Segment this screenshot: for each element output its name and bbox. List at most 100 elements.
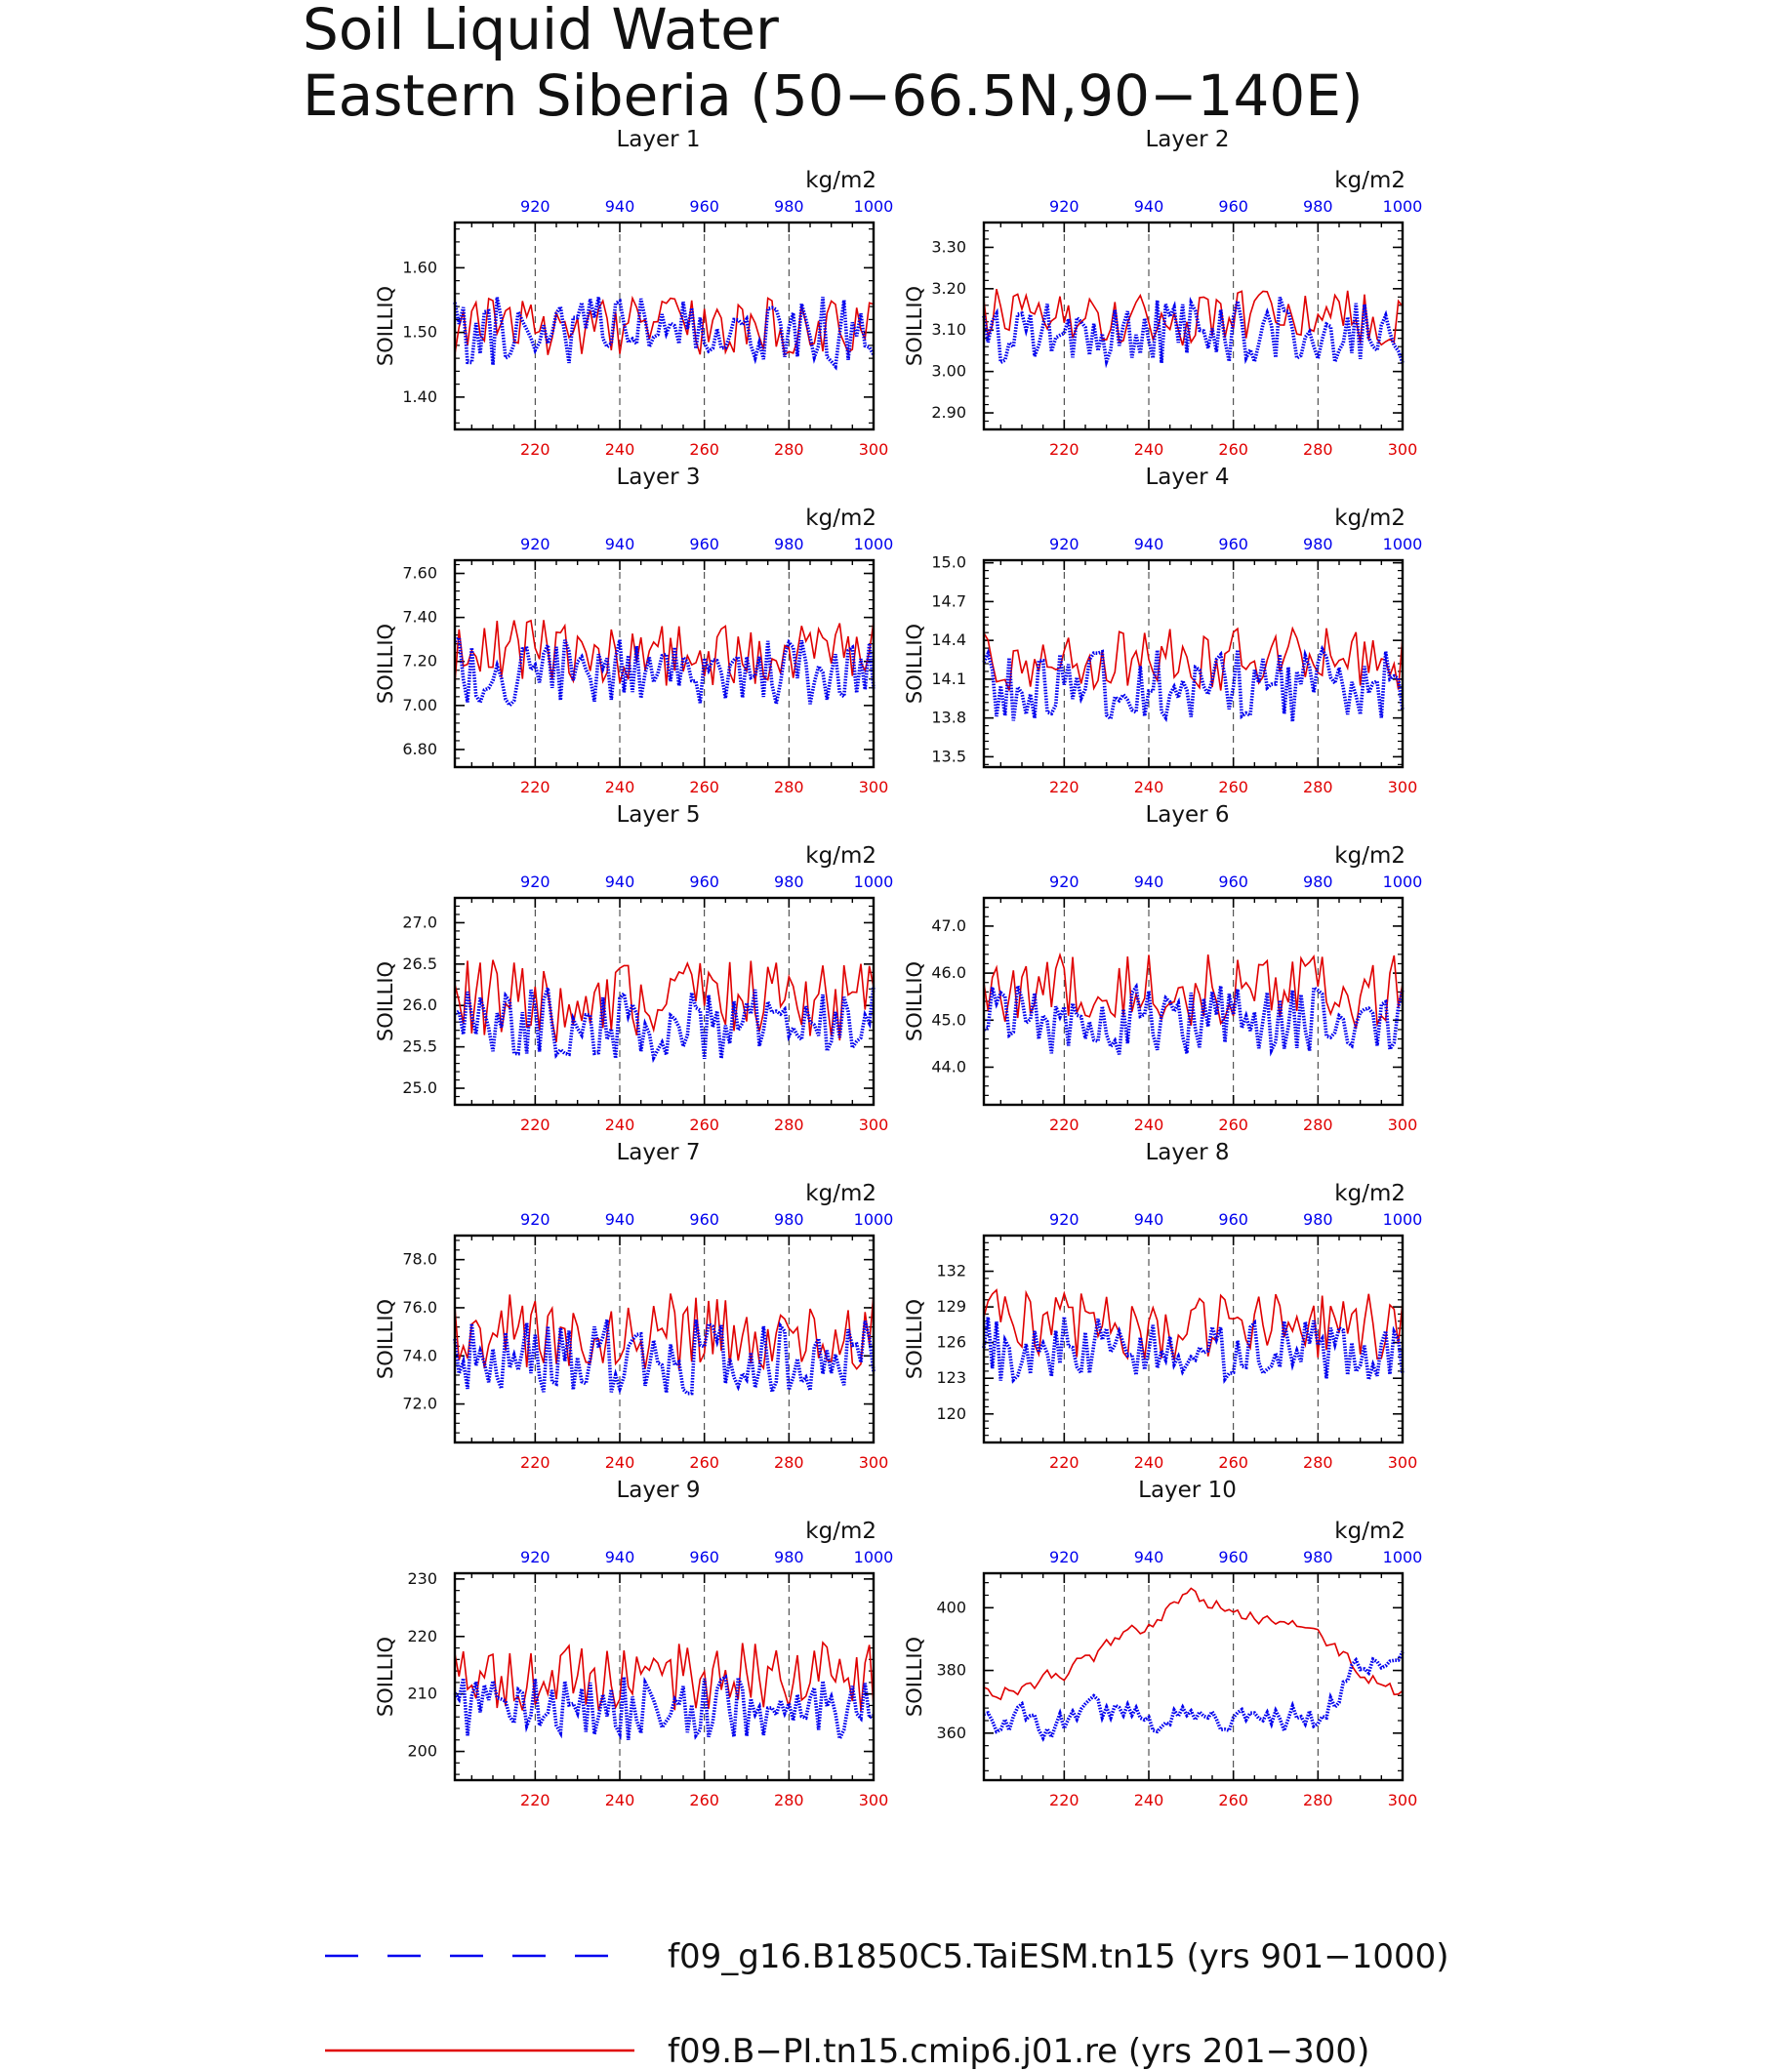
bottom-tick-label: 280 [1303, 1116, 1333, 1134]
units-label: kg/m2 [1334, 843, 1405, 869]
top-tick-label: 940 [605, 1210, 635, 1229]
top-tick-label: 980 [1303, 197, 1333, 216]
top-tick-label: 1000 [854, 197, 894, 216]
y-tick-label: 400 [936, 1598, 966, 1616]
top-tick-label: 980 [1303, 1210, 1333, 1229]
bottom-tick-label: 220 [1049, 1116, 1079, 1134]
bottom-tick-label: 220 [1049, 1791, 1079, 1809]
top-tick-label: 920 [1049, 873, 1079, 891]
blue-series-line [983, 1650, 1405, 1742]
bottom-tick-label: 260 [689, 440, 719, 459]
plot-frame [453, 1234, 876, 1444]
y-axis-label: SOILLIQ [374, 1637, 397, 1717]
legend-red-label: f09.B−PI.tn15.cmip6.j01.re (yrs 201−300) [668, 2032, 1369, 2071]
panel-title: Layer 8 [1145, 1140, 1229, 1165]
bottom-tick-label: 260 [1218, 778, 1248, 796]
bottom-tick-label: 260 [689, 1791, 719, 1809]
bottom-tick-label: 220 [1049, 440, 1079, 459]
top-tick-label: 920 [1049, 535, 1079, 553]
panel-title: Layer 10 [1138, 1478, 1237, 1503]
top-tick-label: 940 [605, 1548, 635, 1566]
bottom-tick-label: 280 [1303, 778, 1333, 796]
top-tick-label: 960 [689, 873, 719, 891]
blue-series-line [454, 986, 876, 1064]
red-series-line [454, 959, 875, 1042]
y-axis-label: SOILLIQ [903, 1637, 926, 1717]
panel-layer-2: Layer 2 kg/m2 SOILLIQ 220 920 240 940 260 960 280… [903, 127, 1422, 459]
bottom-tick-label: 220 [520, 1116, 550, 1134]
units-label: kg/m2 [805, 506, 876, 531]
top-tick-label: 1000 [1383, 197, 1423, 216]
top-tick-label: 980 [1303, 1548, 1333, 1566]
bottom-tick-label: 300 [859, 778, 889, 796]
bottom-tick-label: 300 [1388, 1453, 1418, 1472]
y-tick-label: 47.0 [931, 916, 966, 935]
bottom-tick-label: 220 [1049, 778, 1079, 796]
bottom-tick-label: 260 [1218, 1116, 1248, 1134]
top-tick-label: 1000 [854, 535, 894, 553]
y-axis-label: SOILLIQ [903, 624, 926, 704]
y-tick-label: 230 [407, 1569, 437, 1588]
top-tick-label: 940 [1134, 535, 1164, 553]
top-tick-label: 980 [774, 873, 804, 891]
top-tick-label: 920 [1049, 1210, 1079, 1229]
bottom-tick-label: 300 [859, 440, 889, 459]
units-label: kg/m2 [805, 1181, 876, 1206]
top-tick-label: 960 [1218, 1210, 1248, 1229]
plot-frame [982, 558, 1405, 769]
bottom-tick-label: 240 [1134, 1116, 1164, 1134]
panel-title: Layer 3 [616, 465, 700, 490]
bottom-tick-label: 260 [689, 778, 719, 796]
blue-series-line [453, 297, 876, 371]
red-series-line [983, 626, 1404, 691]
blue-series-line [983, 982, 1405, 1057]
y-tick-label: 3.10 [931, 320, 966, 339]
y-tick-label: 1.40 [402, 387, 437, 406]
bottom-tick-label: 240 [605, 440, 635, 459]
panel-title: Layer 5 [616, 802, 700, 828]
bottom-tick-label: 300 [859, 1791, 889, 1809]
red-series-line [983, 1288, 1404, 1360]
bottom-tick-label: 300 [859, 1116, 889, 1134]
plot-frame [453, 896, 876, 1107]
bottom-tick-label: 240 [605, 1791, 635, 1809]
panel-layer-5: Layer 5 kg/m2 SOILLIQ 220 920 240 940 260 960 280… [374, 802, 893, 1134]
top-tick-label: 1000 [854, 873, 894, 891]
y-tick-label: 360 [936, 1724, 966, 1742]
bottom-tick-label: 300 [1388, 440, 1418, 459]
bottom-tick-label: 280 [774, 778, 804, 796]
bottom-tick-label: 240 [1134, 778, 1164, 796]
y-tick-label: 27.0 [402, 913, 437, 931]
y-tick-label: 72.0 [402, 1395, 437, 1413]
units-label: kg/m2 [805, 168, 876, 193]
y-tick-label: 44.0 [931, 1057, 966, 1076]
top-tick-label: 920 [520, 535, 550, 553]
plot-frame [982, 896, 1405, 1107]
y-tick-label: 1.60 [402, 258, 437, 276]
top-tick-label: 960 [689, 535, 719, 553]
plot-frame [453, 221, 876, 431]
units-label: kg/m2 [805, 1519, 876, 1544]
bottom-tick-label: 280 [774, 440, 804, 459]
plot-frame [982, 1234, 1405, 1444]
units-label: kg/m2 [1334, 168, 1405, 193]
y-axis-label: SOILLIQ [374, 1299, 397, 1379]
plot-frame [982, 221, 1405, 431]
bottom-tick-label: 220 [1049, 1453, 1079, 1472]
y-tick-label: 129 [936, 1297, 966, 1316]
top-tick-label: 920 [520, 873, 550, 891]
red-series-line [454, 1293, 875, 1371]
blue-series-line [453, 1319, 876, 1399]
top-tick-label: 960 [1218, 535, 1248, 553]
top-tick-label: 940 [605, 197, 635, 216]
top-tick-label: 1000 [854, 1210, 894, 1229]
top-tick-label: 960 [689, 1548, 719, 1566]
legend: f09_g16.B1850C5.TaiESM.tn15 (yrs 901−100… [325, 1937, 1449, 2071]
top-tick-label: 960 [1218, 873, 1248, 891]
panel-title: Layer 9 [616, 1478, 700, 1503]
top-tick-label: 1000 [1383, 1210, 1423, 1229]
bottom-tick-label: 240 [1134, 1791, 1164, 1809]
top-tick-label: 1000 [1383, 535, 1423, 553]
units-label: kg/m2 [1334, 506, 1405, 531]
